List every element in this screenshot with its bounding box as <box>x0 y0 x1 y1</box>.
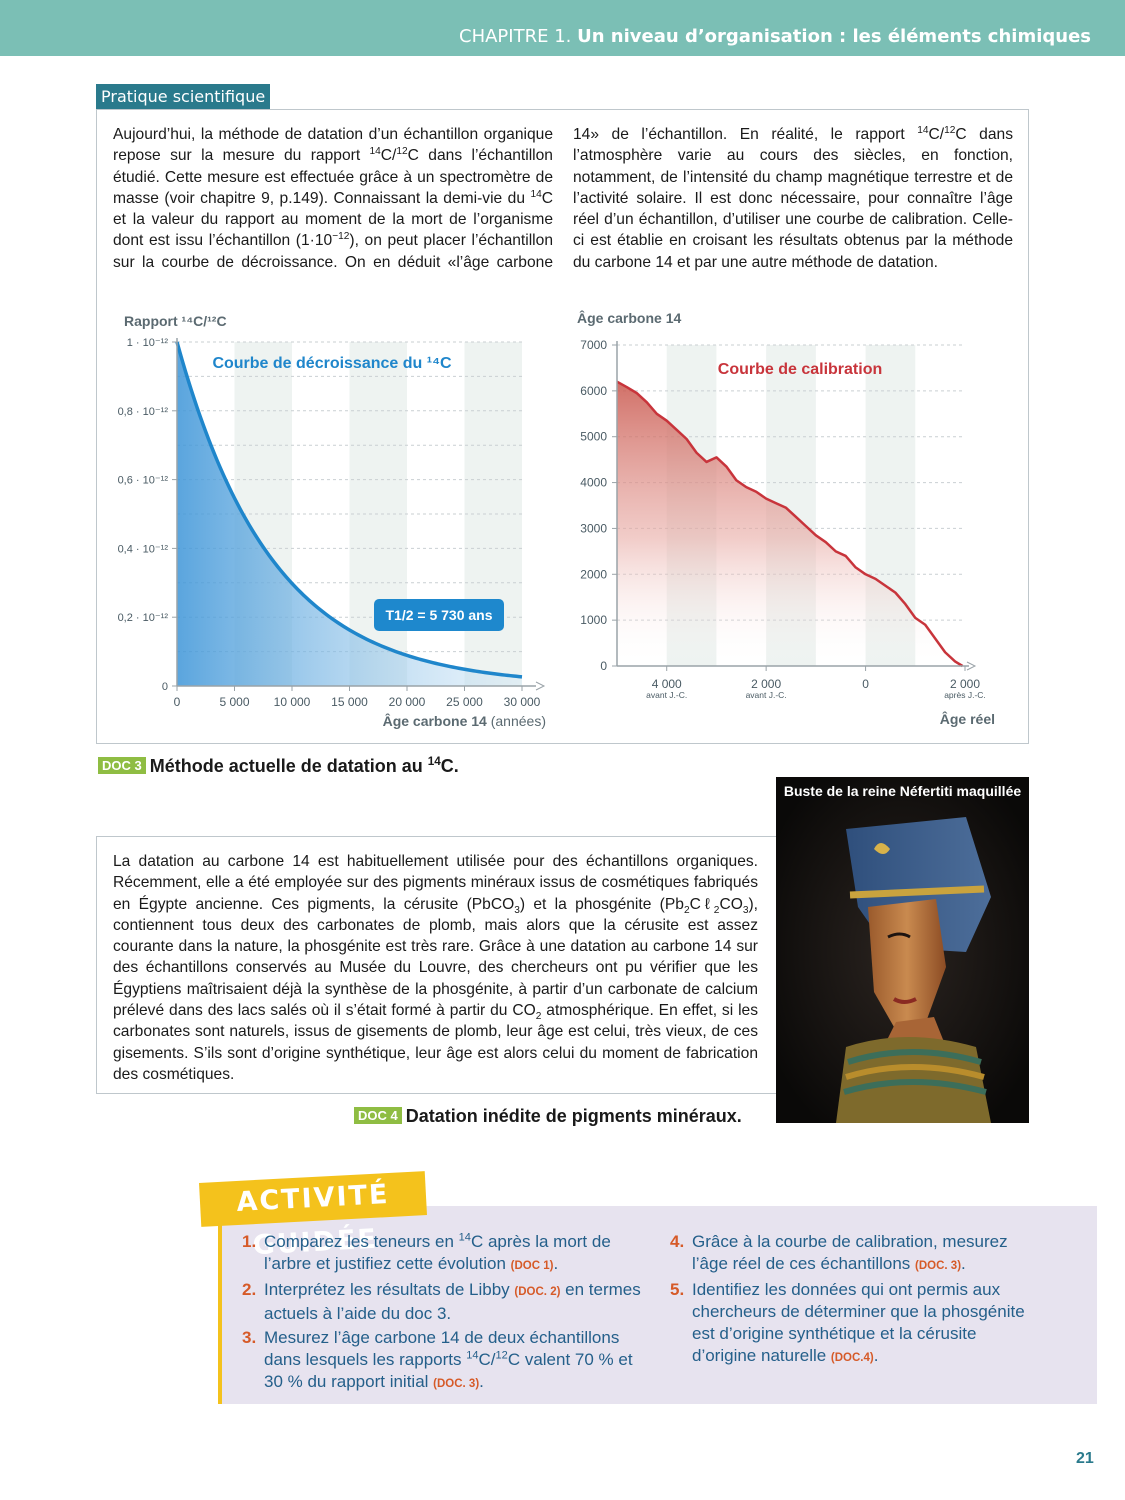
x-axis-arrow <box>966 661 977 671</box>
y-tick-label: 5000 <box>580 430 607 444</box>
calibration-curve <box>616 380 964 668</box>
doc4-caption: DOC 4 Datation inédite de pigments minéra… <box>354 1106 742 1127</box>
question-text: Grâce à la courbe de calibration, mesure… <box>692 1232 1008 1273</box>
x-tick-label: 25 000 <box>446 695 483 709</box>
chapter-number: CHAPITRE 1. <box>459 26 572 47</box>
y-tick-label: 0,6 · 10⁻¹² <box>118 475 169 487</box>
y-tick-label: 0,4 · 10⁻¹² <box>118 543 169 555</box>
chapter-name: Un niveau d’organisation : les éléments … <box>577 26 1091 47</box>
photo-caption: Buste de la reine Néfertiti maquillée <box>783 783 1022 799</box>
decay-chart: 0 5 000 10 000 15 000 20 000 25 000 30 000 0 0,2… <box>118 313 546 729</box>
x-axis-label: Âge réel <box>940 710 995 727</box>
x-tick-label: 5 000 <box>219 695 249 709</box>
x-tick-sublabel: après J.-C. <box>944 690 986 700</box>
question-item: 1. Comparez les teneurs en 14C après la m… <box>242 1231 647 1277</box>
y-tick-label: 0 <box>600 659 607 673</box>
intro-text: Aujourd’hui, la méthode de datation d’un… <box>113 124 1013 273</box>
activity-panel <box>218 1206 1097 1404</box>
question-item: 3. Mesurez l’âge carbone 14 de deux échan… <box>242 1327 647 1395</box>
question-item: 2. Interprétez les résultats de Libby (DO… <box>242 1279 647 1325</box>
section-tag: Pratique scientifique <box>96 84 271 109</box>
y-axis-label: Rapport ¹⁴C/¹²C <box>124 313 227 329</box>
x-tick-label: 4 000 <box>652 677 682 691</box>
doc4-text: La datation au carbone 14 est habituelle… <box>113 853 759 1083</box>
x-tick-sublabel: avant J.-C. <box>746 690 787 700</box>
x-tick-label: 2 000 <box>950 677 980 691</box>
x-tick-label: 20 000 <box>389 695 426 709</box>
nefertiti-photo: Buste de la reine Néfertiti maquillée <box>776 777 1029 1123</box>
question-number: 4. <box>670 1232 685 1251</box>
questions-right: 4. Grâce à la courbe de calibration, mesu… <box>670 1231 1045 1371</box>
activity-accent-bar <box>218 1206 222 1404</box>
doc3-badge: DOC 3 <box>98 757 146 774</box>
question-text: Interprétez les résultats de Libby (DOC.… <box>264 1280 641 1323</box>
x-tick-label: 0 <box>862 677 869 691</box>
question-item: 4. Grâce à la courbe de calibration, mesu… <box>670 1231 1045 1277</box>
y-tick-label: 4000 <box>580 476 607 490</box>
question-text: Comparez les teneurs en 14C après la mor… <box>264 1231 611 1273</box>
intro-paragraph: Aujourd’hui, la méthode de datation d’un… <box>113 124 1013 271</box>
x-axis-arrow <box>535 681 546 691</box>
doc4-frame <box>96 836 776 1094</box>
y-tick-label: 0 <box>162 681 168 693</box>
y-tick-label: 2000 <box>580 567 607 581</box>
chart-title: Courbe de décroissance du ¹⁴C <box>212 355 452 372</box>
calibration-area <box>617 381 963 666</box>
x-tick-label: 2 000 <box>751 677 781 691</box>
question-number: 2. <box>242 1280 257 1299</box>
half-life-label: T1/2 = 5 730 ans <box>385 607 492 623</box>
x-tick-label: 10 000 <box>274 695 311 709</box>
y-tick-label: 6000 <box>580 384 607 398</box>
doc3-caption: DOC 3 Méthode actuelle de datation au 14C… <box>98 756 459 777</box>
x-tick-label: 30 000 <box>504 695 541 709</box>
half-life-box <box>374 599 504 631</box>
x-tick-sublabel: avant J.-C. <box>646 690 687 700</box>
doc4-caption-text: Datation inédite de pigments minéraux. <box>405 1106 742 1126</box>
doc4-badge: DOC 4 <box>354 1107 402 1124</box>
x-axis-label-main: Âge carbone 14 <box>383 712 491 729</box>
question-number: 1. <box>242 1232 257 1251</box>
x-tick-label: 15 000 <box>331 695 368 709</box>
question-text: Identifiez les données qui ont permis au… <box>692 1280 1025 1365</box>
nefertiti-bust-illustration <box>776 777 1029 1123</box>
chapter-header-band <box>0 0 1125 56</box>
question-number: 3. <box>242 1328 257 1347</box>
x-axis-label: Âge carbone 14 (années) <box>383 712 546 729</box>
x-axis-label-unit: (années) <box>491 713 546 729</box>
y-tick-label: 1 · 10⁻¹² <box>127 337 169 349</box>
doc3-frame <box>96 109 1029 744</box>
chapter-title: CHAPITRE 1. Un niveau d’organisation : l… <box>459 26 1091 47</box>
question-number: 5. <box>670 1280 685 1299</box>
decay-area <box>177 342 522 686</box>
x-tick-label: 0 <box>174 695 181 709</box>
question-text: Mesurez l’âge carbone 14 de deux échanti… <box>264 1328 633 1391</box>
page-number: 21 <box>1076 1450 1094 1467</box>
y-tick-label: 7000 <box>580 338 607 352</box>
y-tick-label: 1000 <box>580 613 607 627</box>
y-tick-label: 0,2 · 10⁻¹² <box>118 612 169 624</box>
decay-curve <box>175 341 523 679</box>
doc3-caption-text: Méthode actuelle de datation au 14C. <box>149 755 459 776</box>
question-item: 5. Identifiez les données qui ont permis … <box>670 1279 1045 1369</box>
questions-left: 1. Comparez les teneurs en 14C après la m… <box>242 1231 647 1397</box>
y-tick-label: 3000 <box>580 521 607 535</box>
chart-title: Courbe de calibration <box>718 361 882 378</box>
y-tick-label: 0,8 · 10⁻¹² <box>118 406 169 418</box>
y-axis-label: Âge carbone 14 <box>577 309 681 326</box>
